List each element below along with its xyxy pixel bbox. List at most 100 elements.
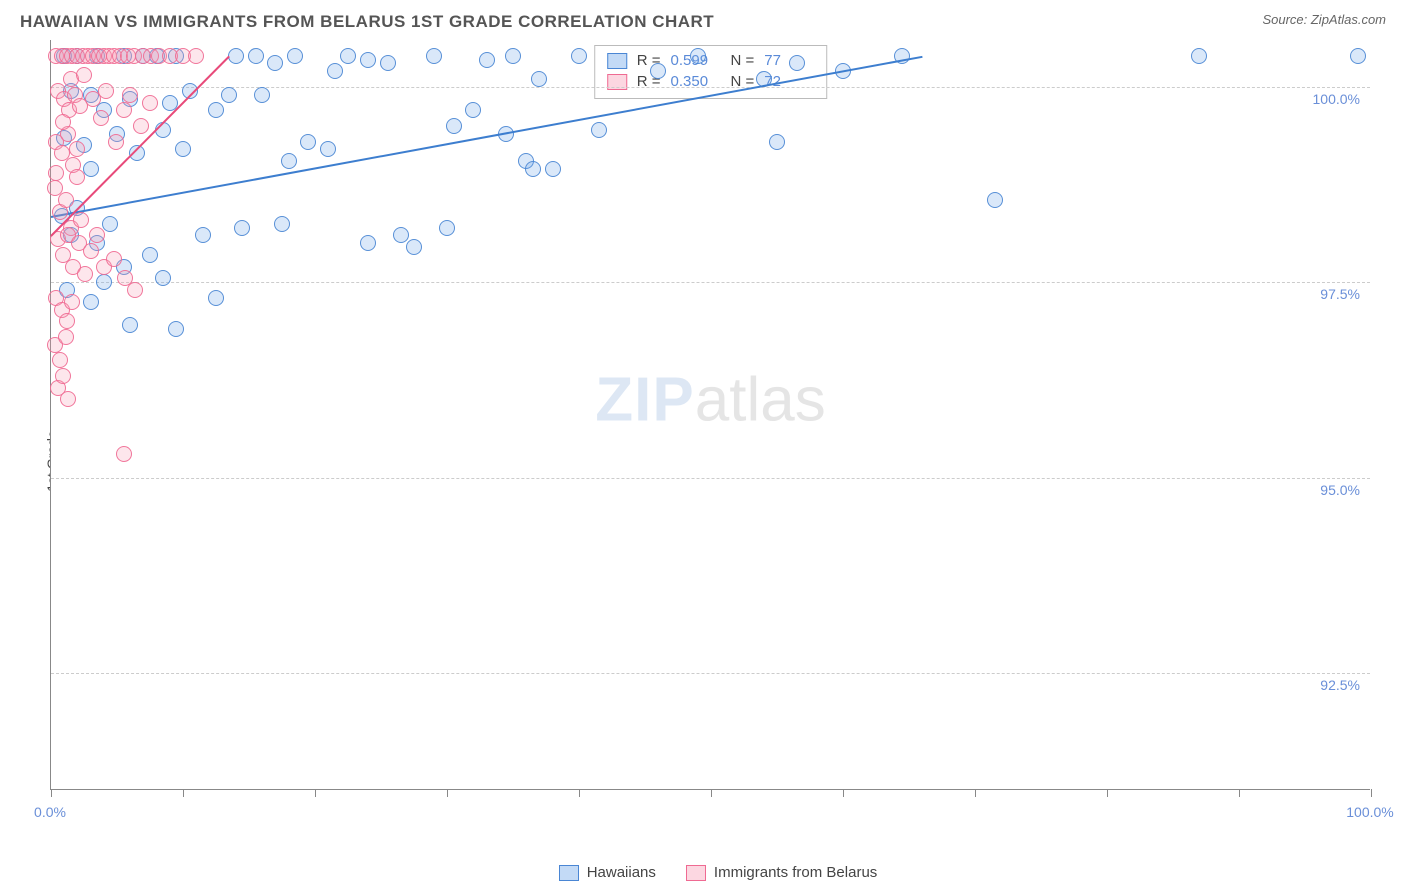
y-tick-label: 92.5% [1320, 677, 1360, 693]
y-tick-label: 100.0% [1313, 91, 1360, 107]
title-bar: HAWAIIAN VS IMMIGRANTS FROM BELARUS 1ST … [0, 0, 1406, 32]
data-point [55, 368, 71, 384]
watermark: ZIPatlas [595, 364, 825, 435]
data-point [479, 52, 495, 68]
legend-label: Hawaiians [587, 864, 656, 881]
data-point [116, 102, 132, 118]
data-point [1350, 48, 1366, 64]
x-tick [183, 789, 184, 797]
data-point [133, 118, 149, 134]
data-point [195, 227, 211, 243]
legend-swatch [686, 865, 706, 881]
data-point [168, 321, 184, 337]
data-point [545, 161, 561, 177]
data-point [591, 122, 607, 138]
data-point [69, 169, 85, 185]
data-point [281, 153, 297, 169]
data-point [248, 48, 264, 64]
x-tick [447, 789, 448, 797]
data-point [122, 317, 138, 333]
data-point [327, 63, 343, 79]
data-point [406, 239, 422, 255]
data-point [234, 220, 250, 236]
x-axis-label-row: 0.0%100.0% [50, 798, 1370, 828]
gridline [51, 478, 1370, 479]
legend-item: Hawaiians [559, 864, 656, 881]
data-point [393, 227, 409, 243]
x-tick [315, 789, 316, 797]
legend-swatch [559, 865, 579, 881]
data-point [228, 48, 244, 64]
data-point [320, 141, 336, 157]
data-point [83, 243, 99, 259]
data-point [254, 87, 270, 103]
data-point [122, 87, 138, 103]
x-tick [975, 789, 976, 797]
y-tick-label: 97.5% [1320, 286, 1360, 302]
data-point [380, 55, 396, 71]
data-point [98, 83, 114, 99]
x-tick [711, 789, 712, 797]
data-point [987, 192, 1003, 208]
x-tick [1239, 789, 1240, 797]
x-tick-label: 100.0% [1346, 804, 1393, 820]
data-point [102, 216, 118, 232]
data-point [690, 48, 706, 64]
data-point [59, 313, 75, 329]
data-point [76, 67, 92, 83]
data-point [287, 48, 303, 64]
data-point [531, 71, 547, 87]
data-point [465, 102, 481, 118]
x-tick [51, 789, 52, 797]
data-point [116, 446, 132, 462]
data-point [155, 270, 171, 286]
chart-container: 1st Grade ZIPatlas R =0.599N =77R =0.350… [50, 40, 1386, 881]
legend-label: Immigrants from Belarus [714, 864, 877, 881]
data-point [142, 247, 158, 263]
x-tick [1107, 789, 1108, 797]
gridline [51, 282, 1370, 283]
data-point [142, 95, 158, 111]
data-point [650, 63, 666, 79]
data-point [340, 48, 356, 64]
data-point [267, 55, 283, 71]
data-point [77, 266, 93, 282]
data-point [52, 352, 68, 368]
data-point [188, 48, 204, 64]
data-point [525, 161, 541, 177]
x-tick [843, 789, 844, 797]
data-point [60, 391, 76, 407]
x-tick-label: 0.0% [34, 804, 66, 820]
data-point [360, 52, 376, 68]
data-point [96, 274, 112, 290]
data-point [89, 227, 105, 243]
series-swatch [607, 53, 627, 69]
data-point [426, 48, 442, 64]
watermark-zip: ZIP [595, 365, 694, 434]
data-point [360, 235, 376, 251]
data-point [73, 212, 89, 228]
data-point [106, 251, 122, 267]
data-point [1191, 48, 1207, 64]
legend-item: Immigrants from Belarus [686, 864, 877, 881]
data-point [446, 118, 462, 134]
chart-title: HAWAIIAN VS IMMIGRANTS FROM BELARUS 1ST … [20, 12, 714, 32]
stats-legend-box: R =0.599N =77R =0.350N =72 [594, 45, 828, 99]
source-attribution: Source: ZipAtlas.com [1262, 12, 1386, 27]
data-point [175, 141, 191, 157]
data-point [93, 110, 109, 126]
data-point [208, 102, 224, 118]
data-point [69, 141, 85, 157]
data-point [58, 329, 74, 345]
data-point [64, 294, 80, 310]
data-point [108, 134, 124, 150]
gridline [51, 673, 1370, 674]
data-point [221, 87, 237, 103]
x-tick [579, 789, 580, 797]
data-point [58, 192, 74, 208]
stats-row: R =0.599N =77 [607, 50, 815, 71]
trend-line [51, 56, 923, 218]
data-point [208, 290, 224, 306]
data-point [505, 48, 521, 64]
data-point [571, 48, 587, 64]
